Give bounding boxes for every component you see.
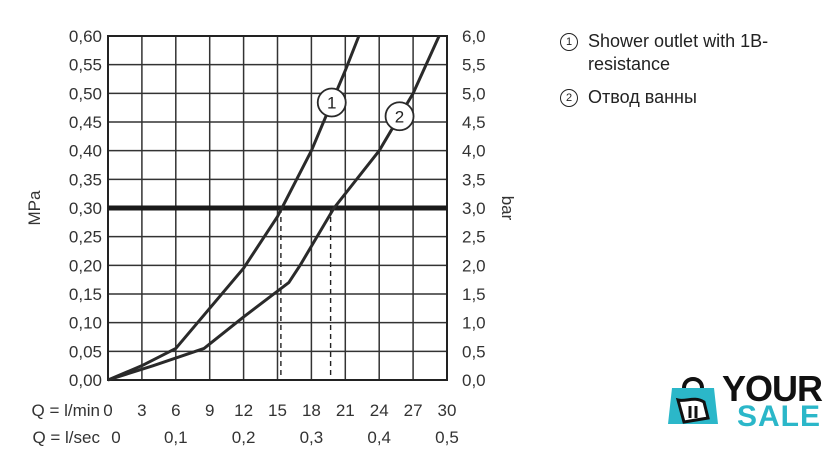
legend-label-2: Отвод ванны <box>588 87 697 107</box>
y-tick-label-right: 0,5 <box>462 342 486 361</box>
y-tick-label-left: 0,50 <box>69 84 102 103</box>
x-tick-label-lsec: 0,1 <box>164 428 188 447</box>
x-tick-label-lsec: 0 <box>111 428 120 447</box>
x-tick-label-lmin: 12 <box>234 401 253 420</box>
y-tick-label-right: 1,5 <box>462 285 486 304</box>
y-tick-label-right: 4,5 <box>462 113 486 132</box>
x-tick-label-lmin: 6 <box>171 401 180 420</box>
y-tick-label-left: 0,00 <box>69 371 102 390</box>
y-tick-label-left: 0,35 <box>69 170 102 189</box>
legend-item-1: 1 Shower outlet with 1B-resistance <box>558 30 828 76</box>
x-tick-label-lmin: 18 <box>302 401 321 420</box>
x-tick-label-lsec: 0,4 <box>367 428 391 447</box>
y-tick-label-left: 0,10 <box>69 314 102 333</box>
y-tick-label-left: 0,25 <box>69 228 102 247</box>
curve-marker-circle-2 <box>384 101 415 132</box>
y-tick-label-left: 0,45 <box>69 113 102 132</box>
logo-word-sale: SALE <box>737 400 822 433</box>
x-tick-label-lmin: 3 <box>137 401 146 420</box>
y-tick-label-right: 2,0 <box>462 256 486 275</box>
y-tick-label-right: 3,0 <box>462 199 486 218</box>
y-tick-label-left: 0,20 <box>69 256 102 275</box>
x-tick-label-lmin: 30 <box>438 401 457 420</box>
y-axis-title-left: MPa <box>25 190 44 226</box>
y-tick-label-left: 0,30 <box>69 199 102 218</box>
x-axis-title-lmin: Q = l/min <box>32 401 101 420</box>
y-tick-label-right: 1,0 <box>462 314 486 333</box>
y-axis-title-right: bar <box>498 196 517 221</box>
x-tick-label-lmin: 27 <box>404 401 423 420</box>
x-tick-label-lsec: 0,5 <box>435 428 459 447</box>
x-tick-label-lmin: 0 <box>103 401 112 420</box>
y-tick-label-right: 5,0 <box>462 84 486 103</box>
legend: 1 Shower outlet with 1B-resistance 2 Отв… <box>558 30 828 119</box>
x-tick-label-lmin: 9 <box>205 401 214 420</box>
curve-marker-label-2: 2 <box>395 107 404 126</box>
logo-word-your: YOUR <box>722 368 823 409</box>
x-tick-label-lsec: 0,3 <box>300 428 324 447</box>
shopping-bag-icon <box>668 377 718 424</box>
x-tick-label-lsec: 0,2 <box>232 428 256 447</box>
y-tick-label-right: 2,5 <box>462 228 486 247</box>
ticks-group: 0,000,050,100,150,200,250,300,350,400,45… <box>32 27 486 447</box>
x-tick-label-lmin: 15 <box>268 401 287 420</box>
y-tick-label-left: 0,15 <box>69 285 102 304</box>
y-tick-label-left: 0,40 <box>69 142 102 161</box>
y-tick-label-right: 3,5 <box>462 170 486 189</box>
legend-number-2: 2 <box>560 89 578 107</box>
x-tick-label-lmin: 24 <box>370 401 389 420</box>
legend-item-2: 2 Отвод ванны <box>558 86 828 109</box>
x-tick-label-lmin: 21 <box>336 401 355 420</box>
curve-marker-circle-1 <box>316 87 347 118</box>
y-tick-label-right: 6,0 <box>462 27 486 46</box>
curves-group: 12 <box>107 35 441 382</box>
y-tick-label-right: 0,0 <box>462 371 486 390</box>
y-tick-label-left: 0,55 <box>69 56 102 75</box>
legend-number-1: 1 <box>560 33 578 51</box>
curve-marker-label-1: 1 <box>327 94 336 113</box>
y-tick-label-right: 4,0 <box>462 142 486 161</box>
reference-group <box>108 205 447 380</box>
legend-label-1: Shower outlet with 1B-resistance <box>588 31 769 74</box>
y-tick-label-right: 5,5 <box>462 56 486 75</box>
y-tick-label-left: 0,05 <box>69 342 102 361</box>
your-sale-logo: YOUR SALE <box>662 368 832 438</box>
y-tick-label-left: 0,60 <box>69 27 102 46</box>
x-axis-title-lsec: Q = l/sec <box>32 428 100 447</box>
